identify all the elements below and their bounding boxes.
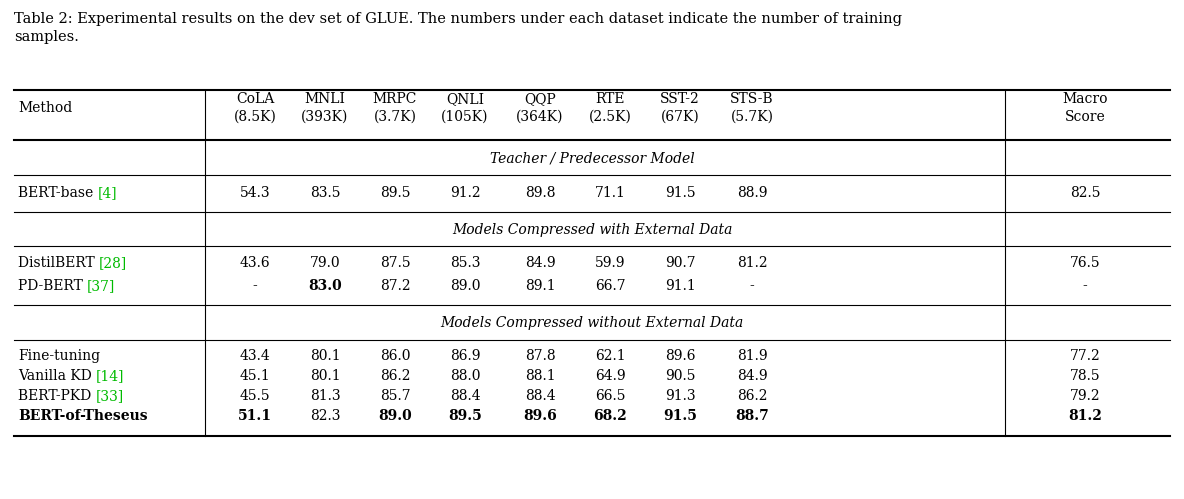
Text: Teacher / Predecessor Model: Teacher / Predecessor Model bbox=[490, 151, 694, 165]
Text: 66.5: 66.5 bbox=[594, 389, 625, 403]
Text: samples.: samples. bbox=[14, 30, 79, 44]
Text: 90.5: 90.5 bbox=[664, 369, 695, 383]
Text: 91.1: 91.1 bbox=[664, 279, 695, 293]
Text: Method: Method bbox=[18, 101, 72, 115]
Text: 59.9: 59.9 bbox=[594, 256, 625, 270]
Text: 82.5: 82.5 bbox=[1070, 186, 1100, 200]
Text: 91.5: 91.5 bbox=[663, 409, 697, 423]
Text: 88.9: 88.9 bbox=[736, 186, 767, 200]
Text: 90.7: 90.7 bbox=[664, 256, 695, 270]
Text: 43.6: 43.6 bbox=[239, 256, 270, 270]
Text: SST-2: SST-2 bbox=[661, 92, 700, 106]
Text: (3.7K): (3.7K) bbox=[373, 110, 417, 124]
Text: 45.5: 45.5 bbox=[239, 389, 270, 403]
Text: -: - bbox=[252, 279, 257, 293]
Text: 85.3: 85.3 bbox=[450, 256, 481, 270]
Text: 81.3: 81.3 bbox=[310, 389, 340, 403]
Text: 81.9: 81.9 bbox=[736, 349, 767, 363]
Text: 91.5: 91.5 bbox=[664, 186, 695, 200]
Text: [14]: [14] bbox=[96, 369, 124, 383]
Text: Macro: Macro bbox=[1062, 92, 1108, 106]
Text: 88.4: 88.4 bbox=[525, 389, 555, 403]
Text: STS-B: STS-B bbox=[731, 92, 774, 106]
Text: 81.2: 81.2 bbox=[736, 256, 767, 270]
Text: (364K): (364K) bbox=[516, 110, 564, 124]
Text: 83.0: 83.0 bbox=[308, 279, 342, 293]
Text: 88.4: 88.4 bbox=[450, 389, 481, 403]
Text: BERT-of-Theseus: BERT-of-Theseus bbox=[18, 409, 148, 423]
Text: 89.5: 89.5 bbox=[380, 186, 410, 200]
Text: 79.2: 79.2 bbox=[1069, 389, 1100, 403]
Text: -: - bbox=[749, 279, 754, 293]
Text: -: - bbox=[1082, 279, 1087, 293]
Text: [37]: [37] bbox=[88, 279, 116, 293]
Text: 80.1: 80.1 bbox=[310, 369, 340, 383]
Text: 91.3: 91.3 bbox=[664, 389, 695, 403]
Text: 85.7: 85.7 bbox=[380, 389, 411, 403]
Text: 83.5: 83.5 bbox=[310, 186, 340, 200]
Text: 71.1: 71.1 bbox=[594, 186, 625, 200]
Text: QQP: QQP bbox=[525, 92, 555, 106]
Text: DistilBERT: DistilBERT bbox=[18, 256, 99, 270]
Text: 45.1: 45.1 bbox=[239, 369, 270, 383]
Text: 66.7: 66.7 bbox=[594, 279, 625, 293]
Text: 88.7: 88.7 bbox=[735, 409, 768, 423]
Text: RTE: RTE bbox=[596, 92, 625, 106]
Text: (105K): (105K) bbox=[442, 110, 489, 124]
Text: 86.2: 86.2 bbox=[380, 369, 410, 383]
Text: 81.2: 81.2 bbox=[1068, 409, 1102, 423]
Text: Table 2: Experimental results on the dev set of GLUE. The numbers under each dat: Table 2: Experimental results on the dev… bbox=[14, 12, 902, 26]
Text: [28]: [28] bbox=[99, 256, 128, 270]
Text: Models Compressed with External Data: Models Compressed with External Data bbox=[452, 223, 732, 237]
Text: 89.0: 89.0 bbox=[450, 279, 481, 293]
Text: 89.5: 89.5 bbox=[448, 409, 482, 423]
Text: (67K): (67K) bbox=[661, 110, 700, 124]
Text: 77.2: 77.2 bbox=[1069, 349, 1100, 363]
Text: MRPC: MRPC bbox=[373, 92, 417, 106]
Text: 89.0: 89.0 bbox=[378, 409, 412, 423]
Text: 79.0: 79.0 bbox=[310, 256, 340, 270]
Text: 64.9: 64.9 bbox=[594, 369, 625, 383]
Text: CoLA: CoLA bbox=[236, 92, 275, 106]
Text: [4]: [4] bbox=[97, 186, 117, 200]
Text: 88.1: 88.1 bbox=[525, 369, 555, 383]
Text: 89.8: 89.8 bbox=[525, 186, 555, 200]
Text: 62.1: 62.1 bbox=[594, 349, 625, 363]
Text: (8.5K): (8.5K) bbox=[233, 110, 276, 124]
Text: QNLI: QNLI bbox=[446, 92, 484, 106]
Text: 87.8: 87.8 bbox=[525, 349, 555, 363]
Text: [33]: [33] bbox=[96, 389, 124, 403]
Text: BERT-base: BERT-base bbox=[18, 186, 97, 200]
Text: 78.5: 78.5 bbox=[1069, 369, 1100, 383]
Text: (5.7K): (5.7K) bbox=[731, 110, 773, 124]
Text: (2.5K): (2.5K) bbox=[588, 110, 631, 124]
Text: 51.1: 51.1 bbox=[238, 409, 272, 423]
Text: 86.9: 86.9 bbox=[450, 349, 481, 363]
Text: 43.4: 43.4 bbox=[239, 349, 270, 363]
Text: 80.1: 80.1 bbox=[310, 349, 340, 363]
Text: 76.5: 76.5 bbox=[1069, 256, 1100, 270]
Text: Vanilla KD: Vanilla KD bbox=[18, 369, 96, 383]
Text: 91.2: 91.2 bbox=[450, 186, 481, 200]
Text: 88.0: 88.0 bbox=[450, 369, 481, 383]
Text: 68.2: 68.2 bbox=[593, 409, 626, 423]
Text: Fine-tuning: Fine-tuning bbox=[18, 349, 101, 363]
Text: 84.9: 84.9 bbox=[525, 256, 555, 270]
Text: 86.2: 86.2 bbox=[736, 389, 767, 403]
Text: 86.0: 86.0 bbox=[380, 349, 410, 363]
Text: Score: Score bbox=[1064, 110, 1106, 124]
Text: 89.6: 89.6 bbox=[523, 409, 556, 423]
Text: Models Compressed without External Data: Models Compressed without External Data bbox=[440, 316, 744, 330]
Text: (393K): (393K) bbox=[301, 110, 348, 124]
Text: MNLI: MNLI bbox=[304, 92, 346, 106]
Text: 54.3: 54.3 bbox=[239, 186, 270, 200]
Text: BERT-PKD: BERT-PKD bbox=[18, 389, 96, 403]
Text: 89.6: 89.6 bbox=[664, 349, 695, 363]
Text: 87.5: 87.5 bbox=[380, 256, 411, 270]
Text: 82.3: 82.3 bbox=[310, 409, 340, 423]
Text: PD-BERT: PD-BERT bbox=[18, 279, 88, 293]
Text: 89.1: 89.1 bbox=[525, 279, 555, 293]
Text: 87.2: 87.2 bbox=[380, 279, 411, 293]
Text: 84.9: 84.9 bbox=[736, 369, 767, 383]
